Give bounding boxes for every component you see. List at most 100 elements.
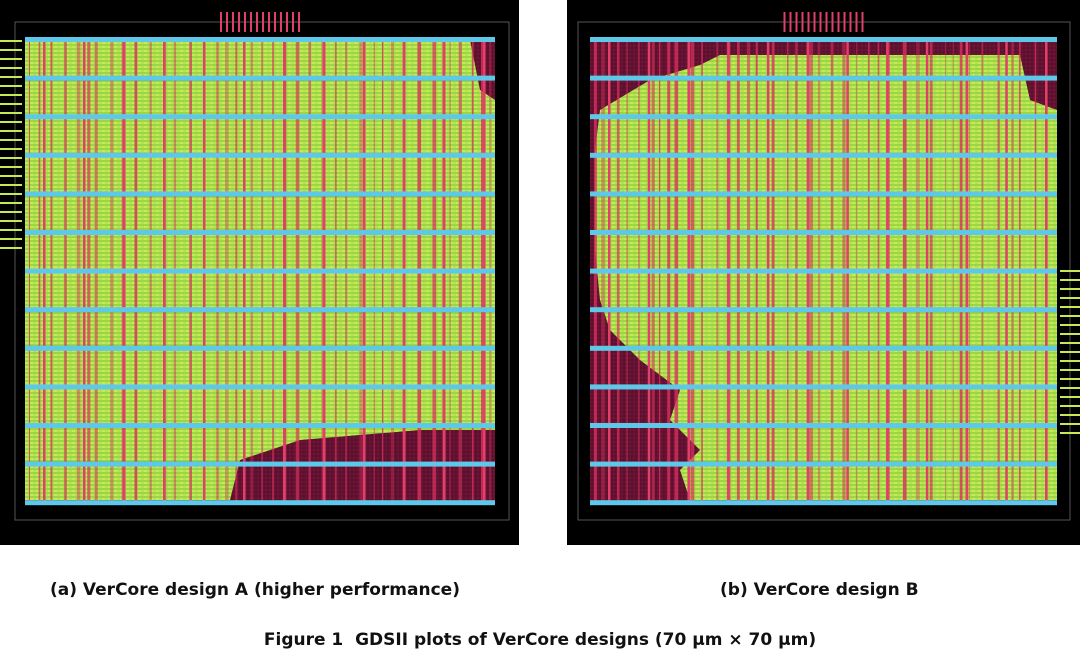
io-pin bbox=[298, 12, 300, 32]
io-pin bbox=[0, 193, 22, 195]
power-rail bbox=[25, 423, 495, 428]
subcaption-b: (b) VerCore design B bbox=[720, 580, 919, 600]
power-rail bbox=[25, 268, 495, 274]
io-pin bbox=[795, 12, 798, 32]
io-pin bbox=[801, 12, 804, 32]
io-pin bbox=[813, 12, 816, 32]
io-pin bbox=[1060, 423, 1080, 425]
io-pin bbox=[220, 12, 222, 32]
io-pin bbox=[1060, 360, 1080, 362]
io-pin bbox=[0, 139, 22, 141]
figure-plots bbox=[0, 0, 1080, 545]
figure-caption: Figure 1 GDSII plots of VerCore designs … bbox=[0, 630, 1080, 650]
subcaption-a: (a) VerCore design A (higher performance… bbox=[50, 580, 460, 600]
io-pin bbox=[0, 184, 22, 186]
power-rail bbox=[25, 500, 495, 506]
power-rail bbox=[590, 461, 1057, 467]
power-rail bbox=[590, 345, 1057, 351]
io-pin bbox=[0, 67, 22, 69]
power-rail bbox=[25, 152, 495, 158]
io-pin bbox=[0, 220, 22, 222]
io-pin bbox=[268, 12, 270, 32]
io-pin bbox=[1060, 405, 1080, 407]
io-pin bbox=[783, 12, 786, 32]
power-rail bbox=[590, 37, 1057, 42]
io-pin bbox=[843, 12, 846, 32]
figure-caption-text: GDSII plots of VerCore designs (70 μm × … bbox=[355, 630, 817, 650]
io-pin bbox=[861, 12, 864, 32]
io-pin bbox=[0, 49, 22, 51]
io-pin bbox=[274, 12, 276, 32]
io-pin bbox=[849, 12, 852, 32]
power-rail bbox=[25, 307, 495, 313]
power-rail bbox=[25, 75, 495, 81]
io-pin bbox=[1060, 369, 1080, 371]
io-pin bbox=[0, 166, 22, 168]
io-pin bbox=[0, 112, 22, 114]
io-pin bbox=[1060, 414, 1080, 416]
io-pin bbox=[819, 12, 822, 32]
io-pin bbox=[262, 12, 264, 32]
power-rail bbox=[590, 75, 1057, 81]
io-pin bbox=[0, 175, 22, 177]
power-rail bbox=[25, 37, 495, 42]
power-rail bbox=[25, 461, 495, 467]
io-pin bbox=[837, 12, 840, 32]
io-pin bbox=[0, 247, 22, 249]
power-rail bbox=[590, 307, 1057, 313]
io-pin bbox=[1060, 306, 1080, 308]
io-pin bbox=[1060, 324, 1080, 326]
io-pin bbox=[0, 202, 22, 204]
gdsii-plot-a bbox=[0, 0, 519, 545]
io-pin bbox=[1060, 270, 1080, 272]
power-rail bbox=[590, 423, 1057, 428]
io-pin bbox=[1060, 432, 1080, 434]
io-pin bbox=[1060, 315, 1080, 317]
io-pin bbox=[1060, 351, 1080, 353]
io-pin bbox=[825, 12, 828, 32]
io-pin bbox=[0, 238, 22, 240]
io-pin bbox=[831, 12, 834, 32]
power-rail bbox=[590, 191, 1057, 197]
power-rail bbox=[590, 500, 1057, 506]
power-rail bbox=[25, 345, 495, 351]
power-rail bbox=[25, 114, 495, 120]
power-rail bbox=[25, 191, 495, 197]
io-pin bbox=[855, 12, 858, 32]
io-pin bbox=[0, 121, 22, 123]
io-pin bbox=[256, 12, 258, 32]
io-pin bbox=[1060, 378, 1080, 380]
io-pin bbox=[0, 229, 22, 231]
io-pin bbox=[0, 148, 22, 150]
power-rail bbox=[590, 384, 1057, 390]
io-pin bbox=[1060, 342, 1080, 344]
io-pin bbox=[1060, 279, 1080, 281]
io-pin bbox=[1060, 396, 1080, 398]
io-pin bbox=[0, 94, 22, 96]
io-pin bbox=[280, 12, 282, 32]
io-pin bbox=[292, 12, 294, 32]
io-pin bbox=[0, 76, 22, 78]
io-pin bbox=[226, 12, 228, 32]
io-pin bbox=[807, 12, 810, 32]
power-rail bbox=[590, 114, 1057, 120]
io-pin bbox=[1060, 288, 1080, 290]
io-pin bbox=[0, 103, 22, 105]
io-pin bbox=[232, 12, 234, 32]
io-pin bbox=[0, 157, 22, 159]
io-pin bbox=[0, 58, 22, 60]
io-pin bbox=[250, 12, 252, 32]
io-pin bbox=[1060, 387, 1080, 389]
io-pin bbox=[0, 130, 22, 132]
figure-label: Figure 1 bbox=[263, 630, 344, 650]
io-pin bbox=[238, 12, 240, 32]
io-pin bbox=[0, 85, 22, 87]
power-rail bbox=[590, 230, 1057, 235]
io-pin bbox=[244, 12, 246, 32]
power-rail bbox=[25, 384, 495, 390]
power-rail bbox=[25, 230, 495, 235]
gdsii-plot-b bbox=[567, 0, 1080, 545]
io-pin bbox=[789, 12, 792, 32]
io-pin bbox=[0, 211, 22, 213]
